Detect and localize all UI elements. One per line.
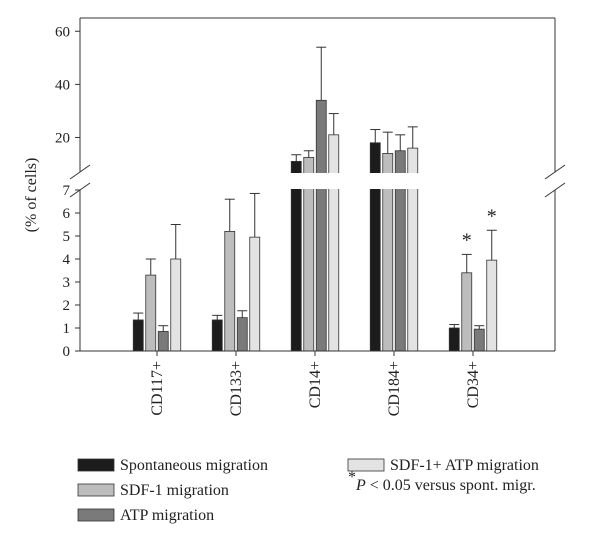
axis-break-gap [81, 173, 554, 189]
bar [473, 328, 485, 352]
y-tick-label: 7 [63, 183, 71, 199]
y-tick-label: 0 [63, 344, 71, 360]
significance-star: * [487, 205, 497, 227]
y-tick-label: 20 [55, 130, 70, 146]
y-axis-label: (% of cells) [23, 158, 40, 233]
bar [224, 230, 236, 352]
x-tick-label: CD14+ [307, 361, 324, 408]
legend-entry: SDF-1+ ATP migration [390, 457, 539, 474]
x-tick-label: CD117+ [149, 361, 166, 416]
bar [249, 236, 261, 352]
legend-swatch [77, 458, 115, 472]
legend-entry: ATP migration [120, 507, 214, 524]
legend-entry: Spontaneous migration [120, 457, 268, 474]
bar [157, 331, 169, 352]
significance-star: * [462, 229, 472, 251]
y-tick-label: 60 [55, 24, 70, 40]
legend-swatch [347, 458, 385, 472]
legend-note-star: * [348, 469, 356, 486]
bar [170, 258, 182, 352]
axis-break-right [544, 164, 566, 180]
bar [448, 327, 460, 352]
legend-entry: SDF-1 migration [120, 482, 229, 499]
y-tick-label: 4 [63, 252, 71, 268]
y-tick-label: 3 [63, 275, 71, 291]
axis-break-right [544, 182, 566, 198]
x-tick-label: CD184+ [386, 361, 403, 416]
bar [211, 319, 223, 352]
bar [132, 319, 144, 352]
axis-break-left [69, 164, 91, 180]
y-tick-label: 40 [55, 77, 70, 93]
bar [328, 134, 340, 352]
x-tick-label: CD133+ [228, 361, 245, 416]
bar [236, 317, 248, 352]
legend-swatch [77, 483, 115, 497]
bar [486, 259, 498, 352]
bar [145, 274, 157, 352]
y-tick-label: 2 [63, 298, 71, 314]
y-tick-label: 5 [63, 229, 71, 245]
legend-swatch [77, 508, 115, 522]
y-tick-label: 1 [63, 321, 71, 337]
bar [290, 160, 302, 352]
bar [315, 99, 327, 352]
y-tick-label: 6 [63, 206, 71, 222]
bar [461, 272, 473, 352]
x-tick-label: CD34+ [465, 361, 482, 408]
legend-note: P < 0.05 versus spont. migr. [355, 477, 536, 494]
